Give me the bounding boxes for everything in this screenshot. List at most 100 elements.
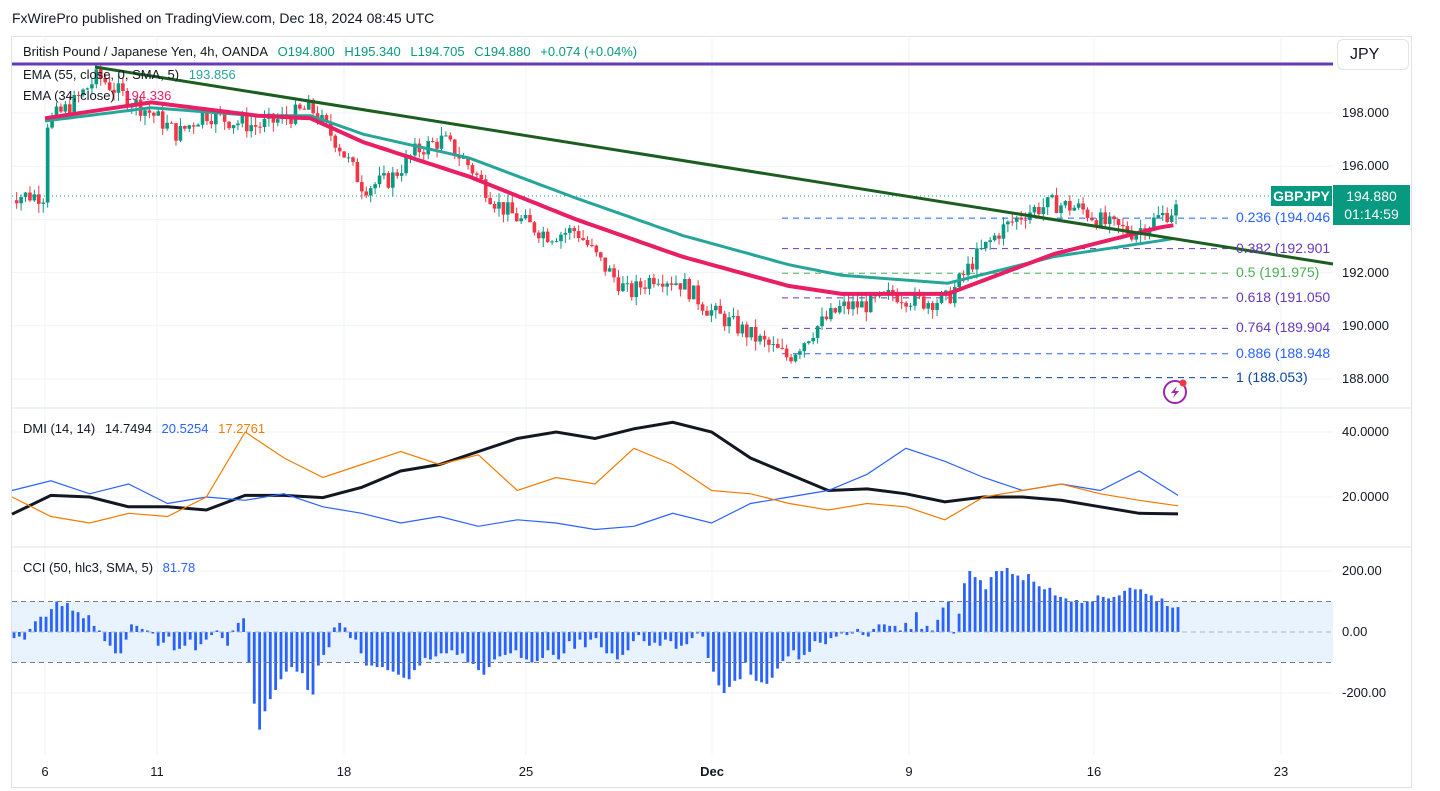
axis-tick-label: 0.00 [1342, 624, 1368, 639]
cci-bar [252, 632, 256, 704]
candle-body [696, 285, 700, 305]
cci-bar [279, 632, 283, 680]
fib-label: 0.886 (188.948 [1236, 344, 1331, 361]
cci-bar [792, 632, 795, 651]
candle-body [112, 89, 116, 93]
cci-bar [167, 632, 171, 637]
ema55-line [44, 106, 1174, 285]
candle-body [731, 316, 736, 318]
cci-bar [477, 632, 480, 671]
candle-body [430, 141, 435, 143]
cci-bar [87, 615, 91, 632]
candle-body [705, 310, 709, 316]
candle-body [833, 308, 838, 313]
cci-bar [1171, 607, 1175, 632]
candle-body [913, 292, 917, 306]
candle-body [143, 110, 147, 116]
candle-body [988, 240, 992, 242]
candle-body [868, 294, 873, 313]
cci-bar [327, 632, 331, 648]
cci-bar [594, 632, 598, 639]
cci-bar [199, 632, 203, 645]
candle-body [1023, 219, 1028, 221]
cci-bar [1069, 601, 1073, 632]
axis-tick-label: 192.000 [1342, 264, 1389, 280]
candle-body [961, 274, 966, 276]
candle-body [952, 287, 957, 304]
candle-body [966, 263, 970, 276]
candle-body [904, 302, 908, 307]
fib-lines [782, 217, 1232, 379]
candle-body [926, 303, 931, 309]
cci-bar [44, 616, 48, 632]
cci-bar [557, 632, 561, 660]
candle-body [944, 290, 948, 293]
candle-body [621, 283, 625, 292]
alert-icon [1163, 379, 1187, 404]
candle-body [421, 152, 426, 155]
candle-body [45, 127, 50, 203]
candle-body [806, 341, 811, 344]
candle-body [860, 301, 864, 308]
cci-bar [1139, 589, 1143, 632]
cci-bar [1064, 598, 1068, 632]
fib-label: 0.5 (191.975) [1236, 264, 1320, 281]
time-tick-label: 16 [1086, 764, 1102, 779]
cci-bar [12, 632, 16, 639]
cci-bar [354, 632, 358, 640]
candle-body [550, 241, 554, 243]
candle-body [767, 339, 771, 345]
cci-bar [888, 625, 892, 632]
cci-value: 81.78 [162, 560, 196, 575]
candle-body [625, 283, 630, 285]
cci-bar [194, 632, 197, 651]
currency-button[interactable]: JPY [1337, 39, 1409, 70]
cci-bar [696, 632, 699, 634]
cci-bar [1053, 595, 1057, 632]
candle-body [559, 234, 563, 242]
candle-body [576, 231, 581, 239]
cci-bar [941, 607, 945, 632]
candle-body [727, 317, 731, 327]
cci-bar [49, 609, 53, 632]
dmi-legend[interactable]: DMI (14, 14) 14.7494 20.5254 17.2761 [23, 421, 271, 436]
cci-bar [947, 601, 950, 632]
symbol-legend: British Pound / Japanese Yen, 4h, OANDA … [23, 44, 643, 59]
dmi-minus-value: 17.2761 [218, 421, 266, 436]
ema34-legend[interactable]: EMA (34, close) 194.336 [23, 88, 177, 103]
candle-body [205, 112, 209, 122]
candle-body [240, 115, 245, 124]
ema55-legend[interactable]: EMA (55, close, 0, SMA, 5) 193.856 [23, 67, 242, 82]
candle-body [899, 302, 904, 304]
last-price-tag: 194.880 01:14:59 [1333, 185, 1410, 225]
candle-body [90, 84, 94, 89]
candle-body [1001, 224, 1006, 239]
candle-body [537, 232, 541, 239]
candle-body [152, 112, 156, 116]
candle-body [545, 231, 550, 243]
cci-bar [124, 632, 128, 640]
candle-body [930, 303, 935, 310]
cci-bar [236, 622, 240, 632]
cci-bar [247, 632, 251, 663]
candle-body [736, 316, 740, 334]
cci-bar [1117, 595, 1121, 632]
symbol-price-tag: GBPJPY [1271, 186, 1332, 206]
cci-bar [1160, 598, 1164, 632]
candle-body [992, 235, 997, 241]
candle-body [156, 111, 161, 116]
candle-body [107, 82, 112, 90]
candle-body [568, 228, 572, 233]
candle-body [382, 173, 386, 176]
candle-body [116, 83, 121, 93]
cci-bar [114, 632, 117, 654]
candle-body [377, 175, 382, 185]
cci-bar [162, 632, 165, 643]
cci-bar [268, 632, 272, 700]
cci-bar [829, 632, 833, 639]
cci-bar [920, 628, 924, 632]
candle-body [1090, 217, 1094, 221]
cci-bar [183, 632, 187, 646]
cci-legend[interactable]: CCI (50, hlc3, SMA, 5) 81.78 [23, 560, 201, 575]
